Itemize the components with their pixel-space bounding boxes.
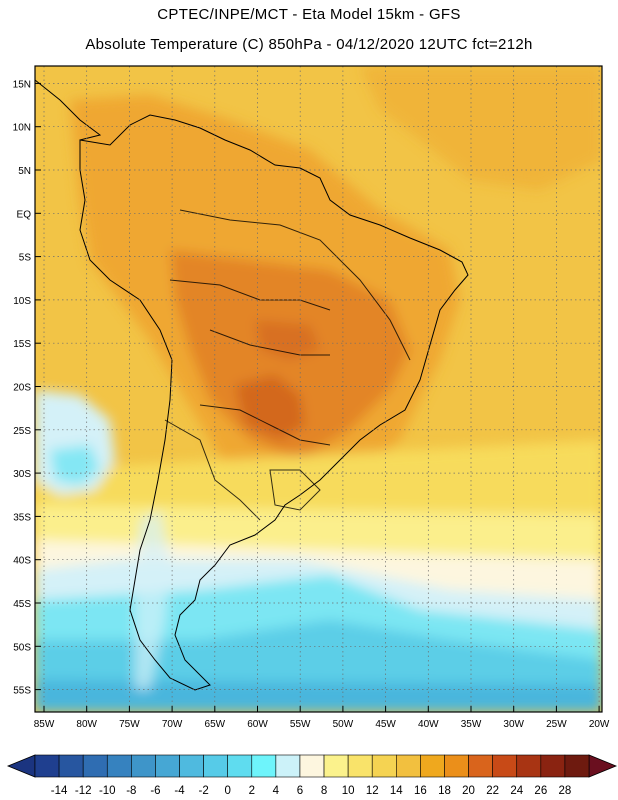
lon-tick-label: 50W xyxy=(333,719,354,730)
colorbar-swatch xyxy=(323,754,349,778)
cold-pool-cyan xyxy=(50,445,100,485)
very-hot-spot-chaco xyxy=(235,375,305,440)
colorbar-tick-label: -14 xyxy=(51,785,68,797)
colorbar-tick-label: 26 xyxy=(534,785,547,797)
colorbar-tick-label: 0 xyxy=(224,785,230,797)
colorbar-swatch xyxy=(106,754,132,778)
lat-tick-label: 5S xyxy=(19,253,32,264)
colorbar-swatch xyxy=(299,754,325,778)
colorbar-tick-label: 22 xyxy=(486,785,499,797)
map-title-line2: Absolute Temperature (C) 850hPa - 04/12/… xyxy=(85,36,533,53)
lon-tick-label: 85W xyxy=(34,719,55,730)
colorbar-swatch xyxy=(58,754,84,778)
colorbar-swatch xyxy=(203,754,228,778)
colorbar-tick-label: 6 xyxy=(297,785,303,797)
colorbar-tick-label: -2 xyxy=(198,785,208,797)
map-title-line1: CPTEC/INPE/MCT - Eta Model 15km - GFS xyxy=(157,6,461,23)
colorbar-tick-label: -6 xyxy=(150,785,160,797)
lon-tick-label: 20W xyxy=(589,719,610,730)
latitude-axis: 15N 10N 5N EQ 5S 10S 15S 20S 25S 30S 35S 40S 45S 50S 5… xyxy=(13,79,41,697)
lon-tick-label: 40W xyxy=(418,719,439,730)
map-frame xyxy=(34,65,603,713)
lat-lon-grid xyxy=(35,66,602,712)
lon-tick-label: 30W xyxy=(503,719,524,730)
colorbar-tick-label: 12 xyxy=(366,785,379,797)
colorbar-swatch xyxy=(492,754,518,778)
colorbar-tick-label: -10 xyxy=(99,785,116,797)
colorbar-tick-label: 4 xyxy=(273,785,280,797)
colorbar-tick-label: 24 xyxy=(510,785,523,797)
coastlines xyxy=(35,79,469,691)
colorbar-swatch xyxy=(564,754,590,778)
border-bolivia-brazil xyxy=(209,329,330,356)
colorbar-swatch xyxy=(371,754,397,778)
colorbar-tick-label: -4 xyxy=(174,785,185,797)
lon-tick-label: 75W xyxy=(119,719,140,730)
lat-tick-label: EQ xyxy=(17,209,32,220)
colorbar-swatch xyxy=(34,754,60,778)
colorbar-swatch xyxy=(155,754,180,778)
colorbar-swatch xyxy=(251,754,277,778)
north-atlantic-warm xyxy=(360,66,602,190)
lon-tick-label: 65W xyxy=(205,719,226,730)
colorbar-swatch xyxy=(540,754,566,778)
lat-tick-label: 20S xyxy=(13,383,31,394)
colorbar-tick-label: 10 xyxy=(342,785,355,797)
lon-tick-label: 45W xyxy=(375,719,396,730)
lat-tick-label: 10S xyxy=(13,296,31,307)
colorbar-swatch xyxy=(468,754,493,778)
lat-tick-label: 5N xyxy=(18,166,31,177)
colorbar-swatch xyxy=(516,754,542,778)
lat-tick-label: 30S xyxy=(13,469,31,480)
colorbar-swatch xyxy=(82,754,108,778)
lat-tick-label: 10N xyxy=(13,123,31,134)
colorbar-min-arrow xyxy=(6,754,36,778)
colorbar-swatch xyxy=(179,754,204,778)
lon-tick-label: 60W xyxy=(247,719,268,730)
colorbar: -14 -12 -10 -8 -6 -4 -2 0 2 4 6 8 10 12 14 16 18 20 22 24 26… xyxy=(6,754,618,797)
colorbar-tick-label: 16 xyxy=(414,785,427,797)
colorbar-tick-label: 28 xyxy=(559,785,572,797)
colorbar-swatch xyxy=(420,754,445,778)
lat-tick-label: 40S xyxy=(13,556,31,567)
lon-tick-label: 55W xyxy=(290,719,311,730)
lon-tick-label: 80W xyxy=(76,719,97,730)
lat-tick-label: 25S xyxy=(13,426,31,437)
lat-tick-label: 15S xyxy=(13,339,31,350)
colorbar-swatch xyxy=(131,754,156,778)
colorbar-swatch xyxy=(396,754,421,778)
colorbar-tick-label: -12 xyxy=(75,785,92,797)
central-america-coast xyxy=(35,79,102,141)
colorbar-swatch xyxy=(444,754,469,778)
colorbar-swatch xyxy=(347,754,373,778)
lat-tick-label: 15N xyxy=(13,79,31,90)
border-paraguay xyxy=(199,404,331,446)
colorbar-tick-label: -8 xyxy=(126,785,136,797)
colorbar-swatch xyxy=(275,754,301,778)
colorbar-max-arrow xyxy=(588,754,618,778)
lon-tick-label: 25W xyxy=(546,719,567,730)
temperature-field xyxy=(35,66,602,712)
colorbar-tick-label: 8 xyxy=(321,785,327,797)
colorbar-tick-label: 14 xyxy=(390,785,403,797)
lon-tick-label: 35W xyxy=(461,719,482,730)
longitude-axis: 85W 80W 75W 70W 65W 60W 55W 50W 45W 40W 35W 30W 25W 2… xyxy=(34,706,610,730)
lat-tick-label: 50S xyxy=(13,642,31,653)
border-north-brazil xyxy=(179,209,411,361)
uruguay-outline xyxy=(269,469,321,511)
lat-tick-label: 35S xyxy=(13,512,31,523)
blue-belt xyxy=(35,680,602,712)
colorbar-swatch xyxy=(227,754,253,778)
lat-tick-label: 55S xyxy=(13,686,31,697)
colorbar-tick-label: 2 xyxy=(249,785,255,797)
lat-tick-label: 45S xyxy=(13,599,31,610)
south-america-coast xyxy=(79,114,469,691)
colorbar-tick-label: 18 xyxy=(438,785,451,797)
very-hot-spot-central xyxy=(255,320,320,360)
lon-tick-label: 70W xyxy=(162,719,183,730)
colorbar-tick-label: 20 xyxy=(462,785,475,797)
